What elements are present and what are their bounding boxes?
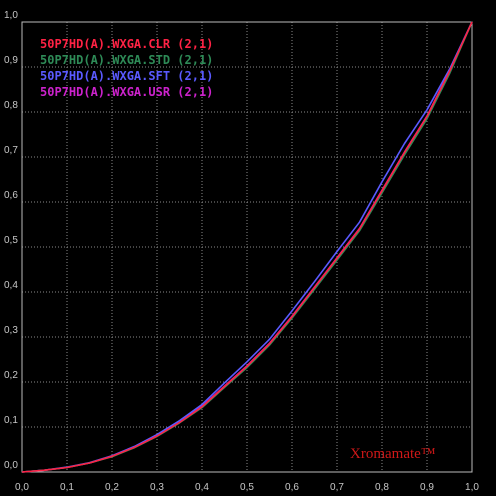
y-tick-label: 0,0: [4, 460, 18, 471]
x-tick-label: 0,4: [195, 482, 209, 493]
axes: 0,0 0,1 0,2 0,3 0,4 0,5 0,6 0,7 0,8 0,9 1,0 0,0 0,1 0…: [4, 10, 479, 493]
y-tick-label: 0,5: [4, 235, 18, 246]
y-tick-label: 0,3: [4, 325, 18, 336]
y-tick-label: 0,2: [4, 370, 18, 381]
y-tick-label: 0,8: [4, 100, 18, 111]
series-line-0: [21, 21, 473, 473]
y-tick-label: 0,4: [4, 280, 18, 291]
x-tick-label: 0,2: [105, 482, 119, 493]
x-tick-label: 1,0: [465, 482, 479, 493]
y-tick-label: 0,7: [4, 145, 18, 156]
x-tick-label: 0,6: [285, 482, 299, 493]
x-tick-label: 0,7: [330, 482, 344, 493]
x-tick-label: 0,8: [375, 482, 389, 493]
legend-entry: 50P7HD(A).WXGA.CLR (2,1): [40, 37, 213, 51]
x-tick-label: 0,5: [240, 482, 254, 493]
brand-watermark: Xromamate™: [350, 446, 436, 462]
x-tick-label: 0,9: [420, 482, 434, 493]
x-tick-label: 0,0: [15, 482, 29, 493]
legend-entry: 50P7HD(A).WXGA.SFT (2,1): [40, 69, 213, 83]
y-tick-label: 1,0: [4, 10, 18, 21]
legend-entry: 50P7HD(A).WXGA.USR (2,1): [40, 85, 213, 99]
y-tick-label: 0,1: [4, 415, 18, 426]
y-tick-label: 0,9: [4, 55, 18, 66]
plot-frame: [21, 21, 473, 473]
y-tick-label: 0,6: [4, 190, 18, 201]
x-tick-label: 0,1: [60, 482, 74, 493]
series-lines: [21, 21, 473, 473]
x-tick-label: 0,3: [150, 482, 164, 493]
legend: 50P7HD(A).WXGA.CLR (2,1) 50P7HD(A).WXGA.S…: [40, 37, 213, 99]
legend-entry: 50P7HD(A).WXGA.STD (2,1): [40, 53, 213, 67]
